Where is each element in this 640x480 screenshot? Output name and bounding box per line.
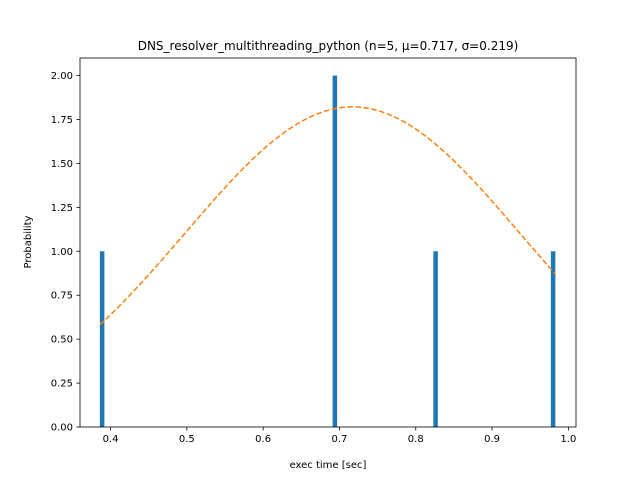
y-tick-label: 1.00 [51, 247, 73, 258]
chart-title: DNS_resolver_multithreading_python (n=5,… [138, 39, 519, 53]
histogram-bar [99, 251, 105, 427]
y-tick-label: 2.00 [51, 71, 73, 82]
x-tick-label: 0.7 [331, 434, 347, 445]
x-tick-label: 0.6 [255, 434, 271, 445]
y-tick-label: 1.75 [51, 115, 73, 126]
y-axis: 0.00 0.25 0.50 0.75 1.00 1.25 1.50 1.75 2.00 [51, 71, 80, 434]
y-axis-label: Probability [23, 215, 34, 268]
x-tick-label: 0.4 [103, 434, 119, 445]
y-tick-label: 0.50 [51, 335, 73, 346]
y-tick-label: 1.25 [51, 203, 73, 214]
x-tick-label: 1.0 [560, 434, 576, 445]
histogram-bar [433, 251, 438, 427]
histogram-bar [550, 251, 556, 427]
x-axis-label: exec time [sec] [290, 460, 367, 471]
x-tick-label: 0.8 [408, 434, 424, 445]
y-tick-label: 0.25 [51, 379, 73, 390]
normal-fit-curve [99, 106, 556, 326]
y-tick-label: 1.50 [51, 159, 73, 170]
y-tick-label: 0.75 [51, 291, 73, 302]
x-axis: 0.4 0.5 0.6 0.7 0.8 0.9 1.0 [103, 427, 576, 445]
histogram-bar [332, 75, 338, 427]
x-tick-label: 0.5 [179, 434, 195, 445]
y-tick-label: 0.00 [51, 423, 73, 434]
plot-area [99, 75, 556, 427]
x-tick-label: 0.9 [484, 434, 500, 445]
plot-frame [79, 57, 577, 428]
